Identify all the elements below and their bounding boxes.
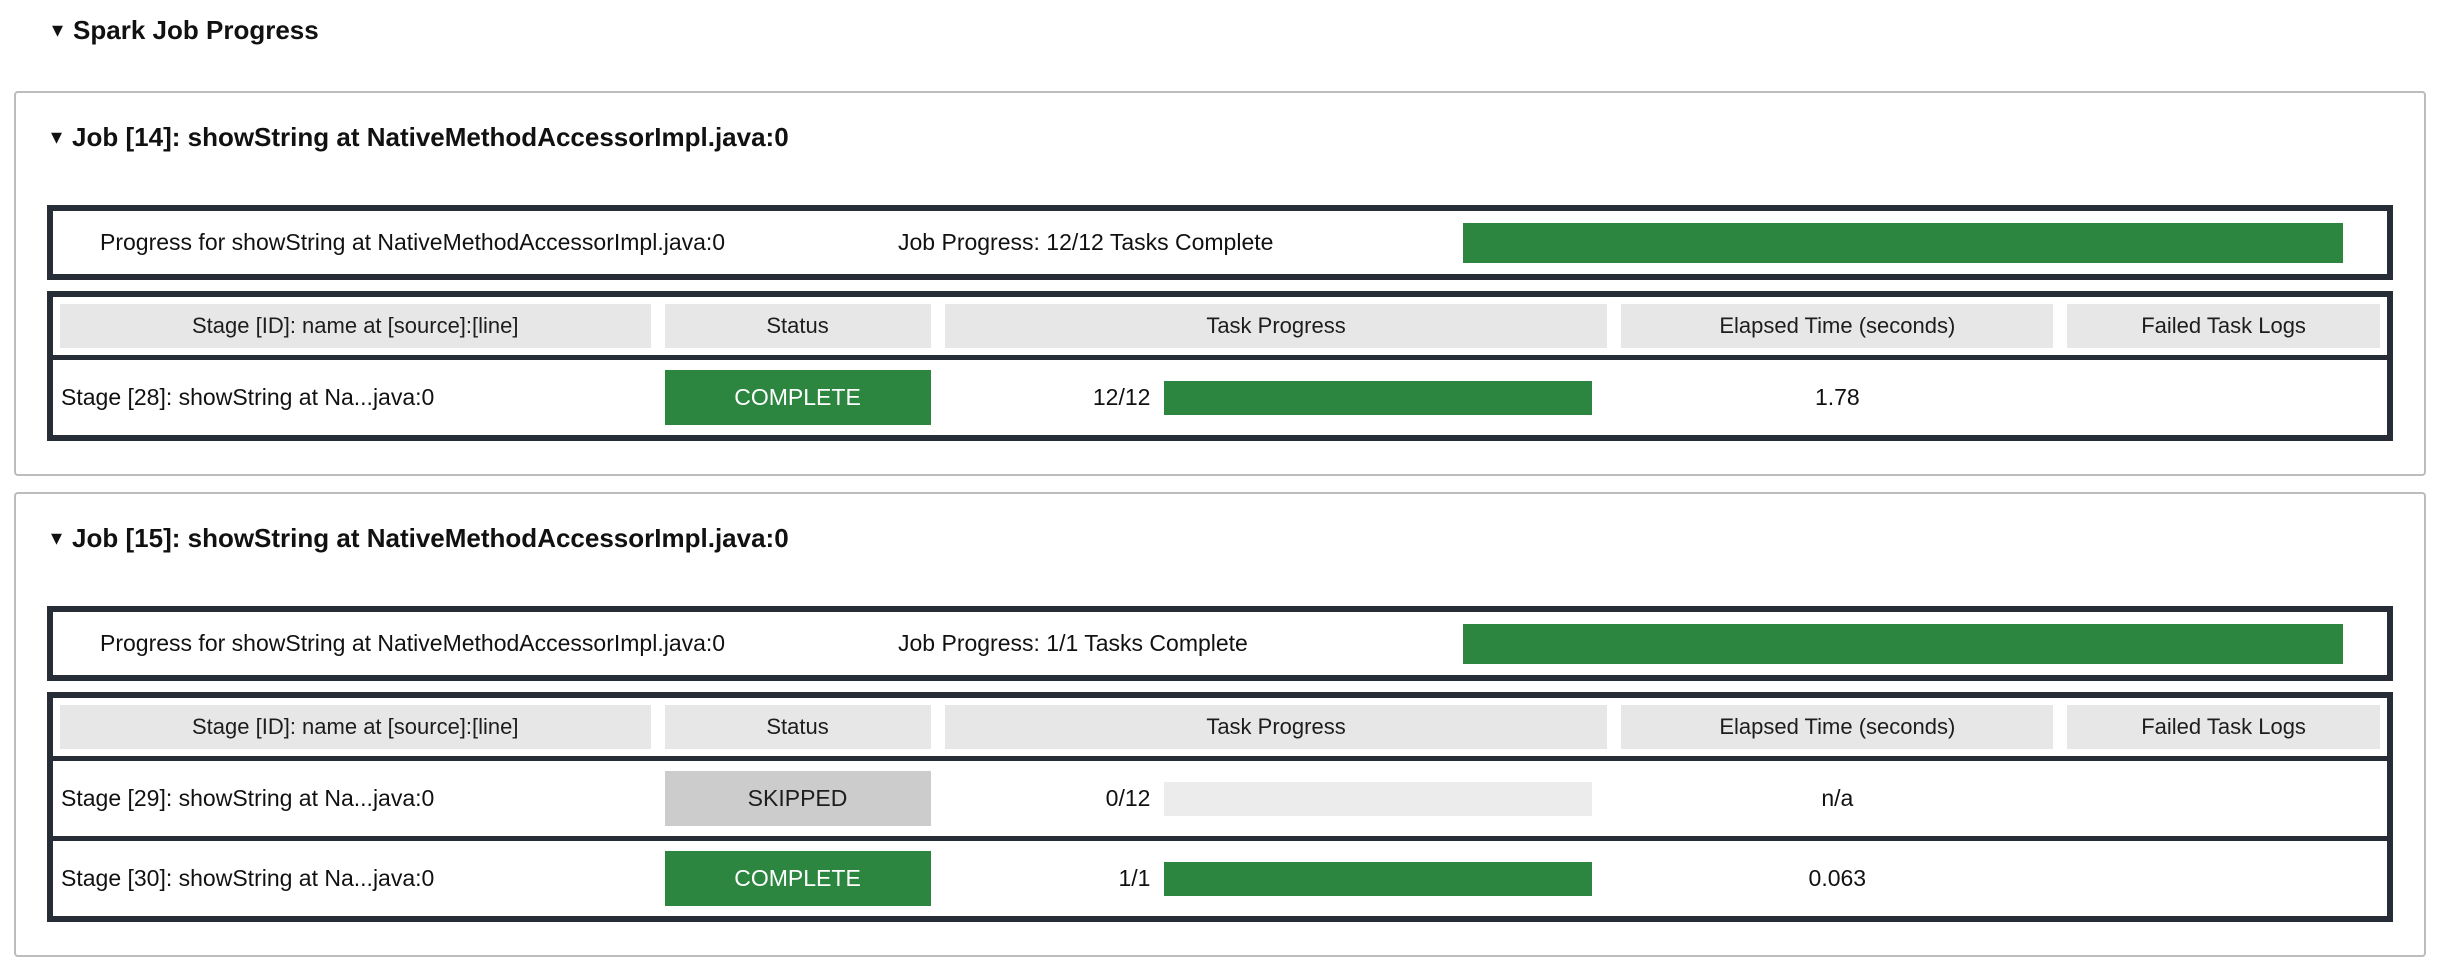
- stage-table-header: Stage [ID]: name at [source]:[line] Stat…: [53, 297, 2387, 360]
- column-header-status: Status: [664, 304, 931, 348]
- elapsed-time: 1.78: [1814, 384, 1860, 410]
- collapse-icon[interactable]: ▾: [51, 525, 63, 550]
- job-progress-label: Progress for showString at NativeMethodA…: [100, 229, 726, 255]
- job-panel-14: ▾ Job [14]: showString at NativeMethodAc…: [14, 91, 2426, 476]
- page-title: Spark Job Progress: [73, 14, 319, 45]
- stage-row: Stage [29]: showString at Na...java:0 SK…: [53, 761, 2387, 836]
- stage-name: Stage [30]: showString at Na...java:0: [61, 865, 435, 891]
- job-panel-15: ▾ Job [15]: showString at NativeMethodAc…: [14, 492, 2426, 957]
- column-header-status: Status: [664, 705, 931, 749]
- task-progress-bar: [1164, 861, 1593, 896]
- stage-table: Stage [ID]: name at [source]:[line] Stat…: [47, 692, 2393, 922]
- stage-table: Stage [ID]: name at [source]:[line] Stat…: [47, 291, 2393, 441]
- job-progress-bar: [1463, 623, 2343, 664]
- column-header-elapsed-time: Elapsed Time (seconds): [1621, 304, 2054, 348]
- job-progress-table: Progress for showString at NativeMethodA…: [47, 606, 2393, 681]
- task-progress-bar: [1164, 380, 1593, 415]
- collapse-icon[interactable]: ▾: [51, 124, 63, 149]
- column-header-stage: Stage [ID]: name at [source]:[line]: [60, 304, 651, 348]
- column-header-elapsed-time: Elapsed Time (seconds): [1621, 705, 2054, 749]
- column-header-failed-task-logs: Failed Task Logs: [2067, 304, 2380, 348]
- task-progress-fill: [1164, 380, 1593, 415]
- spark-job-progress-header[interactable]: ▾ Spark Job Progress: [52, 14, 2426, 46]
- task-progress-bar: [1164, 781, 1593, 816]
- elapsed-time: 0.063: [1808, 865, 1867, 891]
- stage-name: Stage [28]: showString at Na...java:0: [61, 384, 435, 410]
- job-progress-label: Progress for showString at NativeMethodA…: [100, 630, 726, 656]
- task-ratio: 1/1: [1118, 865, 1151, 891]
- job-header[interactable]: ▾ Job [14]: showString at NativeMethodAc…: [51, 121, 2393, 153]
- status-badge: SKIPPED: [664, 771, 931, 826]
- column-header-task-progress: Task Progress: [944, 304, 1608, 348]
- task-ratio: 12/12: [1092, 384, 1151, 410]
- job-title: Job [14]: showString at NativeMethodAcce…: [72, 121, 789, 152]
- task-ratio: 0/12: [1105, 785, 1151, 811]
- column-header-stage: Stage [ID]: name at [source]:[line]: [60, 705, 651, 749]
- job-title: Job [15]: showString at NativeMethodAcce…: [72, 522, 789, 553]
- job-progress-fill: [1463, 222, 2343, 263]
- stage-row: Stage [28]: showString at Na...java:0 CO…: [53, 360, 2387, 435]
- column-header-task-progress: Task Progress: [944, 705, 1608, 749]
- job-progress-count: Job Progress: 12/12 Tasks Complete: [898, 229, 1274, 255]
- job-header[interactable]: ▾ Job [15]: showString at NativeMethodAc…: [51, 522, 2393, 554]
- stage-table-header: Stage [ID]: name at [source]:[line] Stat…: [53, 698, 2387, 761]
- task-progress-fill: [1164, 861, 1593, 896]
- job-progress-fill: [1463, 623, 2343, 664]
- column-header-failed-task-logs: Failed Task Logs: [2067, 705, 2380, 749]
- collapse-icon[interactable]: ▾: [52, 17, 64, 42]
- stage-name: Stage [29]: showString at Na...java:0: [61, 785, 435, 811]
- status-badge: COMPLETE: [664, 851, 931, 906]
- elapsed-time: n/a: [1821, 785, 1854, 811]
- stage-row: Stage [30]: showString at Na...java:0 CO…: [53, 836, 2387, 916]
- job-progress-count: Job Progress: 1/1 Tasks Complete: [898, 630, 1248, 656]
- status-badge: COMPLETE: [664, 370, 931, 425]
- job-progress-table: Progress for showString at NativeMethodA…: [47, 205, 2393, 280]
- job-progress-bar: [1463, 222, 2343, 263]
